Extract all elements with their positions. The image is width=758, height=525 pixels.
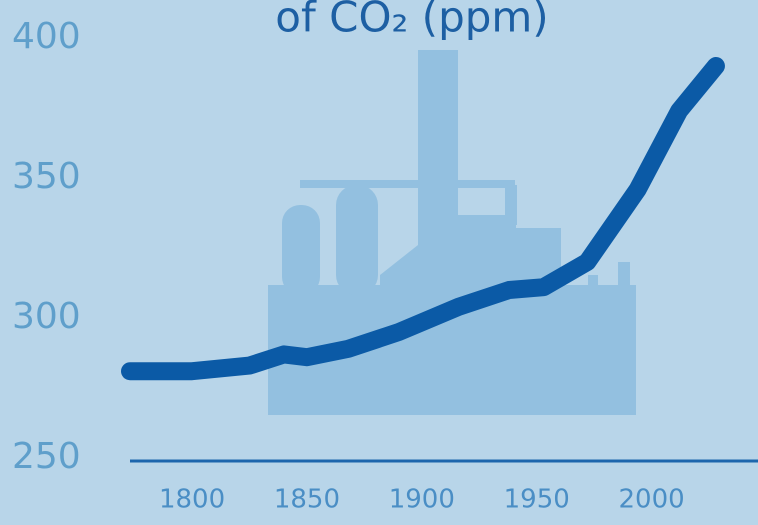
chart-title: of CO₂ (ppm) — [275, 0, 548, 42]
y-tick-label: 250 — [12, 436, 81, 477]
x-tick-label: 2000 — [619, 485, 685, 515]
x-tick-label: 1950 — [504, 485, 570, 515]
y-tick-label: 350 — [12, 156, 81, 197]
x-tick-label: 1850 — [274, 485, 340, 515]
x-tick-label: 1800 — [159, 485, 225, 515]
x-tick-label: 1900 — [389, 485, 455, 515]
data-line — [121, 57, 725, 381]
y-tick-label: 400 — [12, 16, 81, 57]
y-tick-label: 300 — [12, 296, 81, 337]
